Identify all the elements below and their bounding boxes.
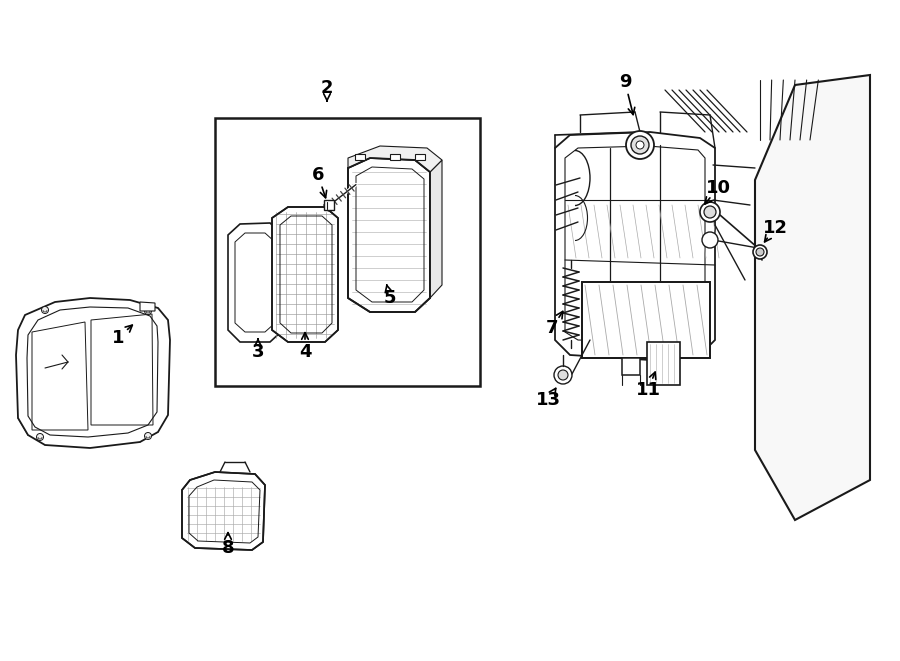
Polygon shape <box>415 154 425 160</box>
Polygon shape <box>228 223 283 342</box>
Circle shape <box>700 202 720 222</box>
Circle shape <box>756 248 764 256</box>
Circle shape <box>558 370 568 380</box>
Text: 13: 13 <box>536 391 561 409</box>
Circle shape <box>704 206 716 218</box>
Text: 6: 6 <box>311 166 324 184</box>
Polygon shape <box>272 207 338 342</box>
Circle shape <box>636 141 644 149</box>
Circle shape <box>145 432 151 440</box>
Text: 10: 10 <box>706 179 731 197</box>
Polygon shape <box>348 158 430 312</box>
Circle shape <box>753 245 767 259</box>
Text: 7: 7 <box>545 319 558 337</box>
Text: 4: 4 <box>299 343 311 361</box>
Bar <box>215 118 480 386</box>
Polygon shape <box>324 200 334 210</box>
Text: 1: 1 <box>112 329 124 347</box>
Text: 9: 9 <box>619 73 631 91</box>
Circle shape <box>145 307 151 315</box>
Polygon shape <box>647 342 680 385</box>
Text: 5: 5 <box>383 289 396 307</box>
Polygon shape <box>16 298 170 448</box>
Text: 2: 2 <box>320 79 333 97</box>
Circle shape <box>41 307 49 313</box>
Circle shape <box>626 131 654 159</box>
Text: 12: 12 <box>762 219 788 237</box>
Polygon shape <box>355 154 365 160</box>
Polygon shape <box>755 75 870 520</box>
Circle shape <box>37 434 43 440</box>
Polygon shape <box>622 358 640 375</box>
Polygon shape <box>582 282 710 358</box>
Text: 8: 8 <box>221 539 234 557</box>
Polygon shape <box>430 160 442 298</box>
Text: 3: 3 <box>252 343 265 361</box>
Circle shape <box>554 366 572 384</box>
Polygon shape <box>182 472 265 550</box>
Text: 11: 11 <box>635 381 661 399</box>
Polygon shape <box>348 146 442 172</box>
Polygon shape <box>555 132 715 360</box>
Polygon shape <box>390 154 400 160</box>
Polygon shape <box>140 302 155 311</box>
Circle shape <box>631 136 649 154</box>
Circle shape <box>702 232 718 248</box>
